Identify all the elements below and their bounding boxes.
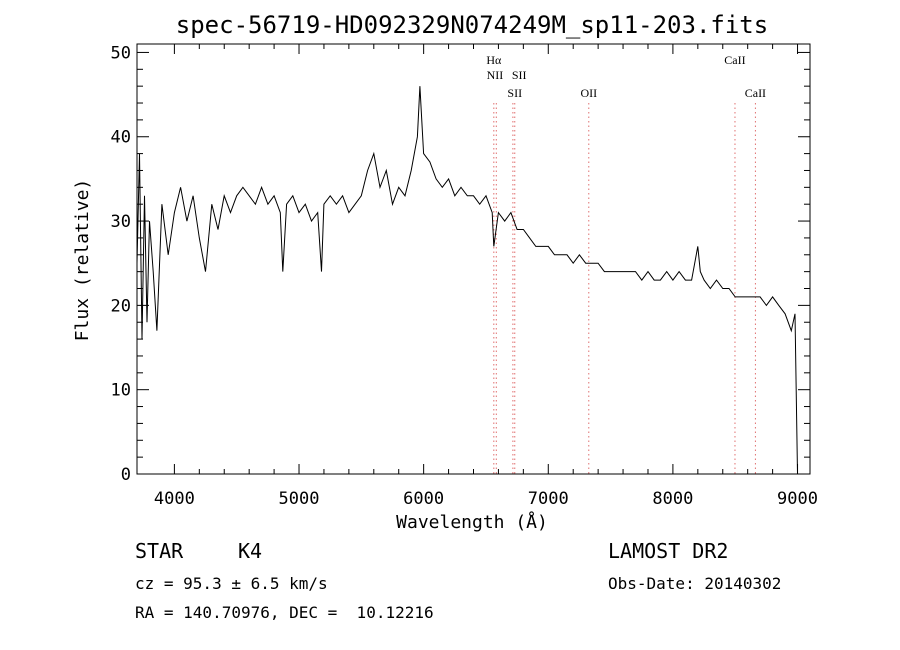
y-tick-label: 30 [111, 212, 131, 232]
x-tick-label: 9000 [777, 489, 818, 509]
y-tick-label: 10 [111, 381, 131, 401]
line-marker-label: CaII [724, 53, 745, 67]
y-tick-label: 0 [121, 465, 131, 485]
y-axis-label: Flux (relative) [72, 179, 93, 342]
redshift-cz: cz = 95.3 ± 6.5 km/s [135, 574, 328, 593]
line-marker-label: SII [507, 86, 522, 100]
line-marker-label: SII [512, 68, 527, 82]
spectrum-line [136, 86, 798, 475]
x-tick-label: 4000 [154, 489, 195, 509]
x-tick-label: 5000 [279, 489, 320, 509]
x-axis: 4000 5000 6000 7000 8000 9000 [154, 44, 818, 509]
line-marker-label: CaII [745, 86, 766, 100]
chart-title: spec-56719-HD092329N074249M_sp11-203.fit… [176, 11, 768, 39]
class-label: STAR [135, 539, 184, 563]
x-tick-label: 7000 [528, 489, 569, 509]
y-tick-label: 40 [111, 128, 131, 148]
survey-label: LAMOST DR2 [608, 539, 729, 563]
plot-frame [136, 43, 811, 475]
x-axis-label: Wavelength (Å) [396, 511, 548, 533]
y-axis: 0 10 20 30 40 50 [111, 43, 810, 485]
observation-date: Obs-Date: 20140302 [608, 574, 782, 593]
y-tick-label: 50 [111, 43, 131, 63]
coordinates: RA = 140.70976, DEC = 10.12216 [135, 603, 434, 622]
x-tick-label: 6000 [403, 489, 444, 509]
y-tick-label: 20 [111, 296, 131, 316]
x-tick-label: 8000 [652, 489, 693, 509]
line-marker-label: NII [487, 68, 504, 82]
subclass-label: K4 [238, 539, 263, 563]
line-marker-label: Hα [486, 53, 502, 67]
line-marker-label: OII [580, 86, 597, 100]
